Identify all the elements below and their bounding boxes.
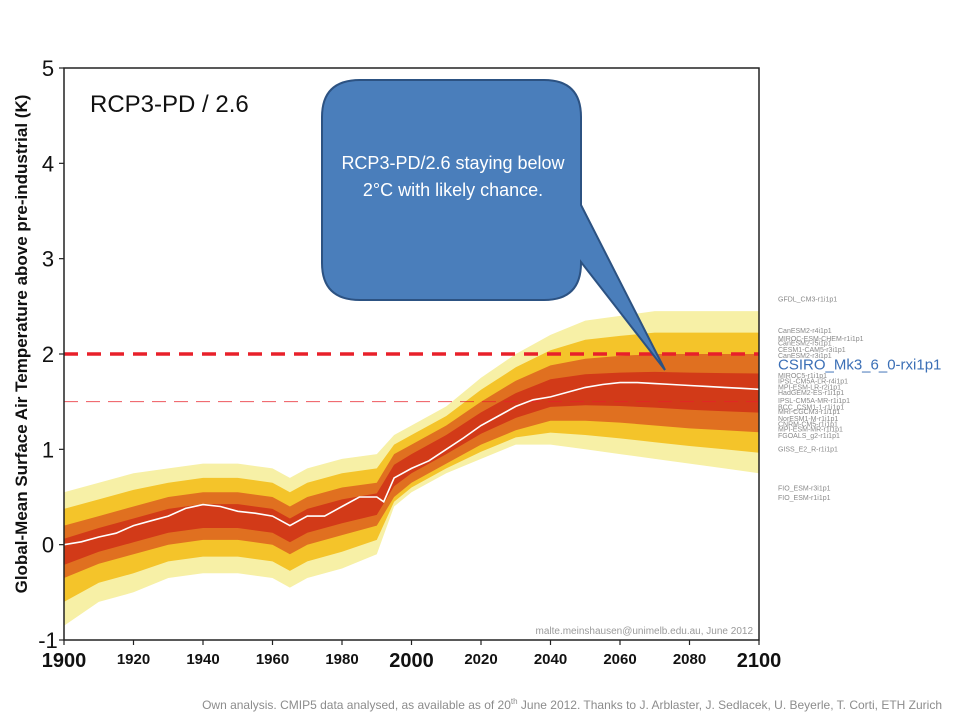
model-label: NorESM1-M-r1i1p1 bbox=[778, 416, 838, 423]
model-labels: GFDL_CM3-r1i1p1 CanESM2-r4i1p1MIROC-ESM-C… bbox=[778, 297, 941, 502]
y-tick-label: 0 bbox=[42, 533, 54, 558]
model-label: CanESM2-r3i1p1 bbox=[778, 353, 832, 360]
model-label: GISS_E2_R-r1i1p1 bbox=[778, 446, 838, 453]
y-tick-label: 5 bbox=[42, 56, 54, 81]
model-label: MIROC5-r1i1p1 bbox=[778, 373, 827, 380]
model-label: FGOALS_g2-r1i1p1 bbox=[778, 433, 840, 440]
y-tick-label: -1 bbox=[38, 628, 58, 653]
model-label: IPSL-CM5A-LR-r4i1p1 bbox=[778, 379, 848, 386]
y-axis-label: Global-Mean Surface Air Temperature abov… bbox=[12, 95, 31, 594]
footer-text-end: June 2012. Thanks to J. Arblaster, J. Se… bbox=[517, 698, 942, 712]
series-line-mean bbox=[64, 381, 759, 546]
model-label: MRI-CGCM3-r1i1p1 bbox=[778, 409, 840, 416]
axes: -1 0 1 2 3 4 5 1900 1920 1940 1960 1980 2000 2020 2040… bbox=[38, 56, 781, 672]
model-label: CanESM2-r4i1p1 bbox=[778, 328, 832, 335]
x-tick-label: 2080 bbox=[673, 651, 706, 668]
x-tick-label: 1900 bbox=[42, 650, 87, 672]
model-label: MPI-ESM-MR-r1i1p1 bbox=[778, 426, 843, 433]
y-tick-label: 4 bbox=[42, 151, 54, 176]
x-tick-label: 2020 bbox=[464, 651, 497, 668]
model-label: FIO_ESM-r3i1p1 bbox=[778, 485, 831, 492]
credit-annotation: malte.meinshausen@unimelb.edu.au, June 2… bbox=[535, 626, 753, 637]
model-label: FIO_ESM-r1i1p1 bbox=[778, 495, 831, 502]
model-label-highlight: CSIRO_Mk3_6_0-rxi1p1 bbox=[778, 357, 941, 374]
x-tick-label: 1980 bbox=[325, 651, 358, 668]
callout-bubble bbox=[321, 79, 666, 371]
chart-title: RCP3-PD / 2.6 bbox=[90, 91, 249, 118]
model-label: IPSL-CM5A-MR-r1i1p1 bbox=[778, 398, 850, 405]
model-label: MPI-ESM-LR-r2i1p1 bbox=[778, 384, 841, 391]
speech-callout bbox=[321, 79, 666, 371]
x-tick-label: 1940 bbox=[186, 651, 219, 668]
model-label: BCC_CSM1-1-r1i1p1 bbox=[778, 404, 844, 411]
model-label: HadGEM2-ES-r1i1p1 bbox=[778, 390, 844, 397]
x-tick-label: 2060 bbox=[603, 651, 636, 668]
x-tick-label: 1960 bbox=[256, 651, 289, 668]
footer-text: Own analysis. CMIP5 data analysed, as av… bbox=[202, 698, 511, 712]
model-label: CanESM2-r5i1p1 bbox=[778, 341, 832, 348]
plot-area bbox=[64, 311, 759, 626]
x-tick-label: 2100 bbox=[737, 650, 782, 672]
model-label: GFDL_CM3-r1i1p1 bbox=[778, 297, 837, 304]
y-tick-label: 2 bbox=[42, 342, 54, 367]
footer-superscript: th bbox=[510, 697, 518, 706]
x-tick-label: 2000 bbox=[389, 650, 434, 672]
model-label: CNRM-CM5-r1i1p1 bbox=[778, 422, 838, 429]
y-tick-label: 3 bbox=[42, 247, 54, 272]
model-label: MIROC-ESM-CHEM-r1i1p1 bbox=[778, 336, 864, 343]
x-tick-label: 1920 bbox=[117, 651, 150, 668]
x-tick-label: 2040 bbox=[534, 651, 567, 668]
callout-text: RCP3-PD/2.6 staying below 2°C with likel… bbox=[341, 153, 565, 200]
y-tick-label: 1 bbox=[42, 437, 54, 462]
footer-note: Own analysis. CMIP5 data analysed, as av… bbox=[0, 697, 942, 712]
model-label: CESM1-CAM5-r3i1p1 bbox=[778, 347, 846, 354]
